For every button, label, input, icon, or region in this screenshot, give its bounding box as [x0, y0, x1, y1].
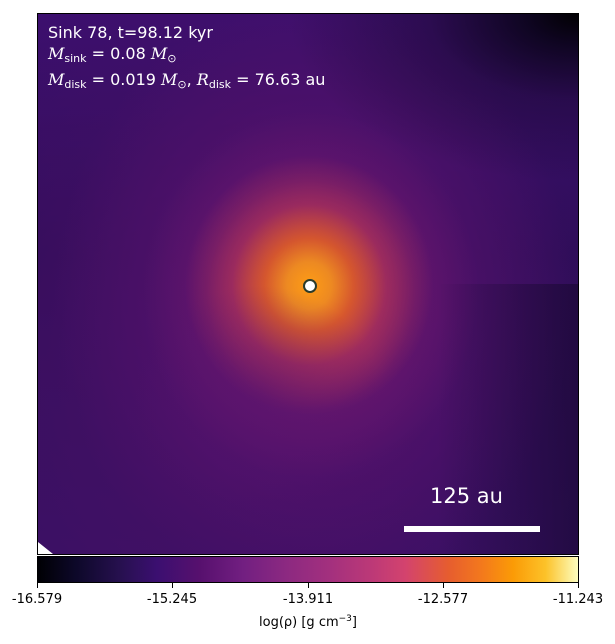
density-colorbar — [37, 556, 579, 583]
lower-density-glow — [133, 284, 383, 514]
colorbar-tick-2 — [308, 583, 309, 588]
sink-time-label: Sink 78, t=98.12 kyr — [48, 23, 213, 42]
density-map-panel: Sink 78, t=98.12 kyr Msink = 0.08 M⊙ Mdi… — [37, 13, 579, 555]
scale-bar — [404, 526, 540, 532]
colorbar-tick-label-1: -15.245 — [146, 592, 198, 607]
colorbar-tick-label-2: -13.911 — [282, 592, 334, 607]
missing-data-corner — [38, 542, 53, 554]
colorbar-tick-label-4: -11.243 — [552, 592, 604, 607]
colorbar-tick-3 — [443, 583, 444, 588]
low-density-region-shading — [268, 14, 578, 194]
colorbar-tick-0 — [37, 583, 38, 588]
sink-mass-label: Msink = 0.08 M⊙ — [48, 44, 177, 65]
colorbar-tick-label-3: -12.577 — [417, 592, 469, 607]
colorbar-label: log(ρ) [g cm−3] — [259, 614, 357, 630]
colorbar-tick-1 — [172, 583, 173, 588]
scale-bar-label: 125 au — [430, 484, 503, 508]
colorbar-tick-4 — [578, 583, 579, 588]
plot-annotation: Sink 78, t=98.12 kyr Msink = 0.08 M⊙ Mdi… — [48, 22, 325, 95]
sink-position-marker — [303, 279, 317, 293]
colorbar-tick-label-0: -16.579 — [11, 592, 63, 607]
lower-right-density-shading — [438, 284, 578, 554]
disk-properties-label: Mdisk = 0.019 M⊙, Rdisk = 76.63 au — [48, 70, 326, 91]
